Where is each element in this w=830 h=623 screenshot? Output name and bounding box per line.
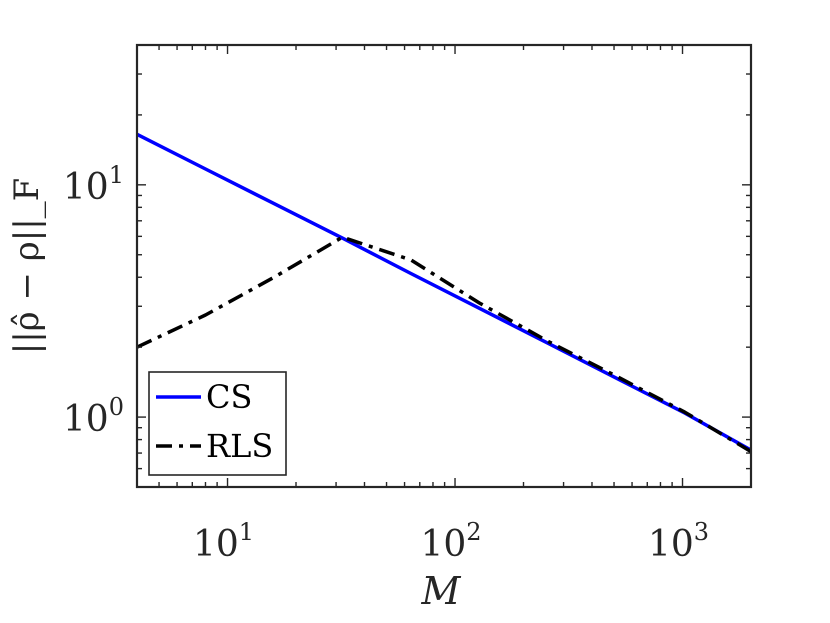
x-axis-label: M xyxy=(421,569,462,613)
tick-labels: 101 102 103 100 101 xyxy=(63,161,709,565)
series-line-rls xyxy=(136,235,752,454)
y-axis-label: ||ρ̂ − ρ||_F xyxy=(7,178,47,355)
legend-label-cs: CS xyxy=(206,378,252,416)
x-tick-label: 102 xyxy=(420,518,481,565)
plot-frame xyxy=(135,43,753,489)
x-tick-label: 101 xyxy=(193,518,254,565)
y-tick-label: 100 xyxy=(63,393,124,440)
legend: CS RLS xyxy=(148,371,287,476)
legend-box xyxy=(148,371,287,476)
x-tick-label: 103 xyxy=(648,518,709,565)
y-tick-label: 101 xyxy=(63,161,124,208)
y-axis-label-text: ||ρ̂ − ρ||_F xyxy=(7,178,47,355)
legend-label-rls: RLS xyxy=(206,427,273,465)
series-layer xyxy=(136,132,752,454)
